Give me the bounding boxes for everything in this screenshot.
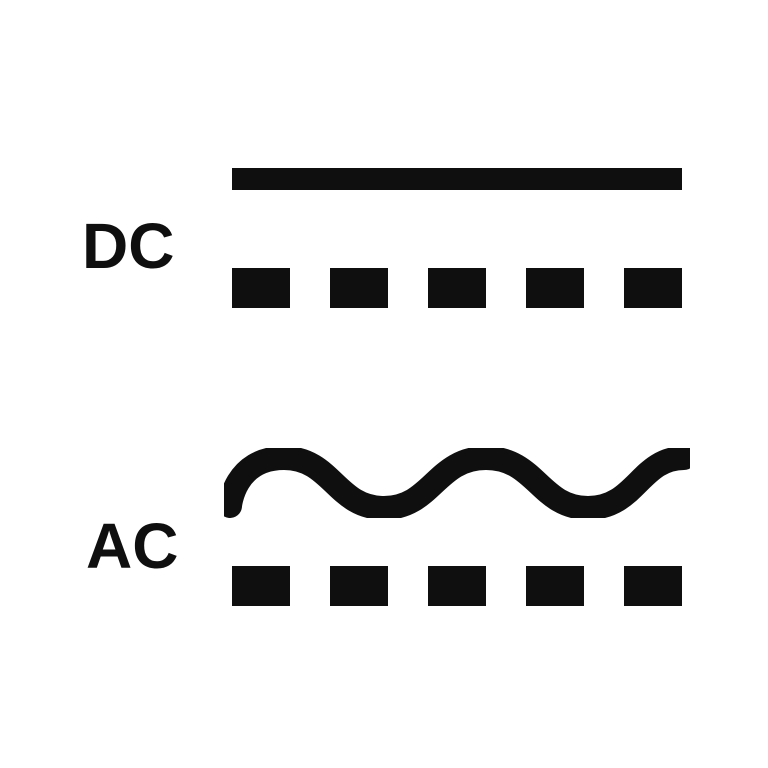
ac-wave-icon	[224, 448, 690, 518]
ac-label: AC	[86, 509, 178, 583]
dash-segment	[232, 566, 290, 606]
dash-segment	[330, 566, 388, 606]
dash-segment	[624, 566, 682, 606]
dc-label: DC	[82, 209, 174, 283]
ac-dashed-line	[232, 566, 682, 606]
dash-segment	[526, 268, 584, 308]
dash-segment	[624, 268, 682, 308]
ac-sine-wave	[224, 448, 690, 518]
ac-wave-path	[230, 458, 684, 508]
dash-segment	[330, 268, 388, 308]
dc-dashed-line	[232, 268, 682, 308]
dc-solid-line	[232, 168, 682, 190]
dash-segment	[428, 566, 486, 606]
dash-segment	[428, 268, 486, 308]
diagram-canvas: DC AC	[0, 0, 768, 768]
dash-segment	[526, 566, 584, 606]
dash-segment	[232, 268, 290, 308]
